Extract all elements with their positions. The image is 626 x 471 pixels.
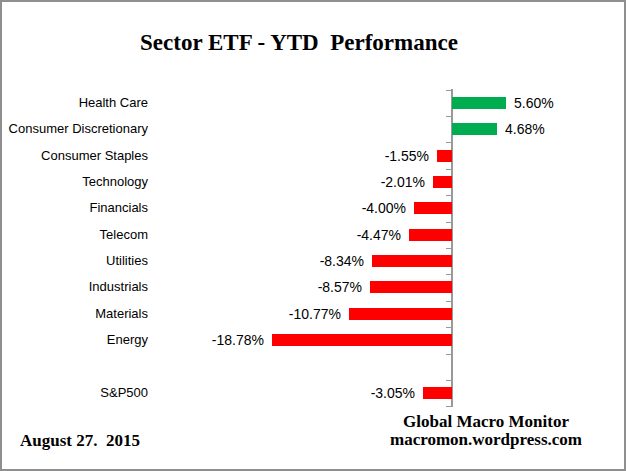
chart-frame: Sector ETF - YTD Performance Health Care… [0, 0, 626, 471]
category-label: Consumer Discretionary [2, 121, 148, 137]
axis-tick [446, 406, 452, 407]
footer-date: August 27. 2015 [20, 431, 140, 451]
category-label: Utilities [2, 253, 148, 269]
value-label: -4.00% [316, 200, 406, 216]
axis-tick [446, 248, 452, 249]
source-name: Global Macro Monitor [386, 413, 586, 431]
bar [433, 176, 452, 188]
chart-title: Sector ETF - YTD Performance [2, 30, 596, 56]
axis-tick [446, 222, 452, 223]
category-label: S&P500 [2, 385, 148, 401]
category-label: Consumer Staples [2, 148, 148, 164]
category-label: Energy [2, 332, 148, 348]
category-label: Health Care [2, 95, 148, 111]
axis-tick [446, 327, 452, 328]
bar [452, 97, 506, 109]
value-label: -8.57% [272, 279, 362, 295]
bar [452, 123, 497, 135]
value-label: -1.55% [339, 148, 429, 164]
value-label: -3.05% [325, 385, 415, 401]
axis-tick [446, 195, 452, 196]
bar [409, 229, 452, 241]
bar [423, 387, 452, 399]
category-label: Industrials [2, 279, 148, 295]
value-label: -18.78% [174, 332, 264, 348]
value-label: -10.77% [251, 306, 341, 322]
category-label: Materials [2, 306, 148, 322]
bar [414, 202, 452, 214]
bar [370, 281, 452, 293]
bar [437, 150, 452, 162]
axis-tick [446, 354, 452, 355]
value-label: 5.60% [514, 95, 554, 111]
axis-tick [446, 301, 452, 302]
axis-tick [446, 274, 452, 275]
value-label: -2.01% [335, 174, 425, 190]
axis-tick [446, 90, 452, 91]
footer-source: Global Macro Monitor macromon.wordpress.… [386, 413, 586, 449]
bar [349, 308, 452, 320]
axis-tick [446, 142, 452, 143]
category-label: Technology [2, 174, 148, 190]
category-label: Financials [2, 200, 148, 216]
axis-tick [446, 169, 452, 170]
category-label: Telecom [2, 227, 148, 243]
bar [372, 255, 452, 267]
value-label: -4.47% [311, 227, 401, 243]
axis-tick [446, 116, 452, 117]
bar [272, 334, 452, 346]
source-url: macromon.wordpress.com [386, 431, 586, 449]
value-label: 4.68% [505, 121, 545, 137]
value-label: -8.34% [274, 253, 364, 269]
axis-tick [446, 380, 452, 381]
